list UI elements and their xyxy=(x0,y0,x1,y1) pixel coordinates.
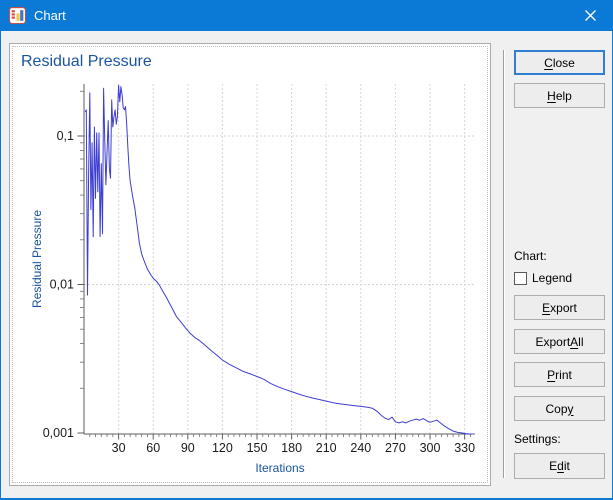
y-axis-label: Residual Pressure xyxy=(30,209,44,309)
close-icon xyxy=(585,10,596,21)
svg-text:0,01: 0,01 xyxy=(50,278,74,292)
svg-text:60: 60 xyxy=(146,441,160,455)
svg-text:240: 240 xyxy=(350,441,371,455)
vertical-separator xyxy=(503,50,505,478)
legend-checkbox-label: Legend xyxy=(532,271,573,285)
window-title: Chart xyxy=(34,8,66,23)
chart-section-label: Chart: xyxy=(514,249,547,263)
legend-checkbox[interactable] xyxy=(514,271,527,285)
legend-checkbox-row[interactable]: Legend xyxy=(514,271,572,285)
svg-text:180: 180 xyxy=(281,441,302,455)
svg-text:90: 90 xyxy=(181,441,195,455)
svg-text:210: 210 xyxy=(316,441,337,455)
x-axis-label: Iterations xyxy=(255,461,305,475)
svg-text:270: 270 xyxy=(385,441,406,455)
titlebar: Chart xyxy=(1,0,612,31)
chart-title: Residual Pressure xyxy=(21,53,152,70)
svg-text:120: 120 xyxy=(212,441,233,455)
svg-text:150: 150 xyxy=(247,441,268,455)
svg-text:300: 300 xyxy=(420,441,441,455)
svg-text:330: 330 xyxy=(454,441,475,455)
svg-text:30: 30 xyxy=(112,441,126,455)
svg-text:0,1: 0,1 xyxy=(57,129,74,143)
copy-button[interactable]: Cop y xyxy=(514,396,605,421)
chart-canvas[interactable]: 30 60 90 120 150 180 210 240 270 300 330 0,1 0,01 0,0… xyxy=(10,44,492,487)
chart-app-icon xyxy=(9,7,26,24)
chart-panel: Residual Pressure 30 60 90 120 150 180 210 240 2… xyxy=(9,43,491,486)
window-close-button[interactable] xyxy=(568,0,612,31)
svg-text:0,001: 0,001 xyxy=(43,426,74,440)
settings-section-label: Settings: xyxy=(514,432,561,446)
